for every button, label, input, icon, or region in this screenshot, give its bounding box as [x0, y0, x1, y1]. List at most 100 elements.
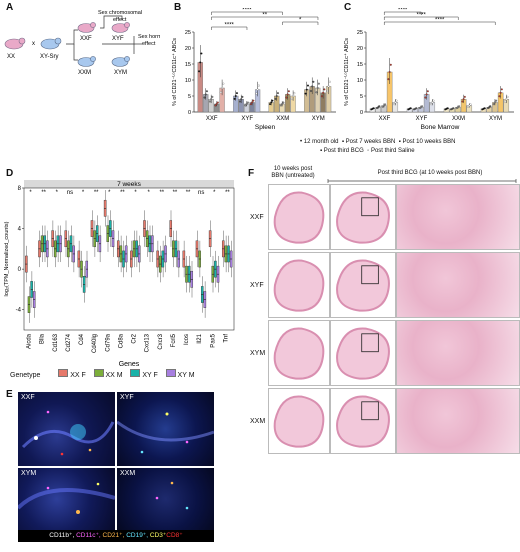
x-axis-label: Spleen [255, 124, 276, 131]
significance-label: ** [94, 190, 99, 196]
y-tick-label: 20 [357, 46, 363, 52]
y-tick-label: 15 [185, 62, 191, 68]
tissue-outline [336, 259, 390, 312]
data-point [394, 101, 397, 104]
data-point [287, 90, 290, 93]
histology-xxf-col2 [330, 184, 396, 250]
label-xxm: XXM [78, 70, 91, 76]
data-point [320, 95, 323, 98]
f-col2-bracket [327, 179, 517, 183]
label-xx: XX [7, 54, 15, 60]
data-point [211, 95, 214, 98]
x-tick-label: XXM [276, 116, 289, 122]
panel-b-bar-chart: 0 5 10 15 20 25 % of CD21⁻ᴸᵒCD11c⁺ ABCs XXF XYF X… [171, 8, 336, 131]
tissue-outline [336, 327, 390, 380]
x-axis-label: Genes [119, 361, 140, 368]
mouse-icon-xym [111, 56, 130, 67]
data-point [317, 82, 320, 85]
histology-xxf-col3 [396, 184, 520, 250]
x-tick-label: Cxcl13 [145, 333, 151, 352]
y-tick-label: 20 [185, 46, 191, 52]
d-legend-title: Genetype [10, 372, 41, 379]
data-point [252, 99, 255, 102]
data-point [216, 101, 219, 104]
label-hormonal-line2: effect [142, 41, 156, 47]
significance-label: * [29, 190, 32, 196]
fluo-label-xym: XYM [21, 470, 37, 477]
data-point [327, 85, 330, 88]
zoom-box [361, 197, 379, 217]
fluo-tile-xyf: XYF [117, 392, 214, 466]
fluo-label-xyf: XYF [120, 394, 134, 401]
data-point [312, 80, 315, 83]
tissue-outline [273, 395, 325, 448]
x-tick-label: Cd79a [105, 333, 111, 351]
data-point [384, 103, 387, 106]
data-point [274, 97, 277, 100]
data-point [235, 92, 238, 95]
data-point [282, 101, 285, 104]
cross-arrows [66, 15, 142, 61]
data-point [214, 104, 217, 107]
data-point [269, 103, 272, 106]
d-legend-item-2: XY F [130, 369, 158, 379]
significance-bracket [211, 16, 319, 20]
fluo-tile-xxm: XXM [117, 468, 214, 530]
panel-d-box-chart: 7 weeks -4 0 4 8 log₂(TPM_Normalized_counts) *… [4, 180, 235, 368]
data-point [200, 52, 203, 55]
panel-d-letter: D [6, 168, 14, 179]
y-tick-label: 25 [357, 30, 363, 36]
data-point [246, 101, 249, 104]
data-point [256, 88, 259, 91]
data-point [208, 100, 211, 103]
panel-e-letter: E [6, 389, 13, 400]
panel-b-letter: B [174, 2, 182, 13]
significance-label: **** [435, 18, 445, 24]
data-point [306, 84, 309, 87]
histology-xxm-col1 [268, 388, 330, 454]
significance-label: * [108, 190, 111, 196]
fluo-speckle-xxm [155, 481, 189, 510]
data-point [452, 107, 455, 110]
x-tick-label: XYF [241, 116, 253, 122]
data-point [463, 95, 466, 98]
histology-xxf-col1 [268, 184, 330, 250]
fluo-label-xxm: XXM [120, 470, 136, 477]
significance-label: ** [120, 190, 125, 196]
label-xyf: XYF [112, 36, 124, 42]
data-point [199, 61, 202, 64]
data-point [240, 98, 243, 101]
x-tick-label: XYM [312, 116, 325, 122]
data-point [315, 91, 318, 94]
data-point [249, 103, 252, 106]
panel-e-image-grid: XXF XYF XYM XXM CD11b⁺, CD11c⁺, CD21⁺, C… [18, 392, 214, 542]
y-tick-label: 0 [18, 267, 22, 273]
fluo-marker-legend: CD11b⁺, CD11c⁺, CD21⁺, CD19⁺, CD3⁺CD8⁺ [18, 530, 214, 542]
data-point [276, 92, 279, 95]
data-point [372, 107, 375, 110]
mouse-icon-xysry [40, 37, 62, 50]
data-point [458, 105, 461, 108]
x-tick-label: XYM [489, 116, 502, 122]
fluo-tile-xxf: XXF [18, 392, 115, 466]
label-xym: XYM [114, 70, 127, 76]
mouse-icon-xyf [111, 22, 130, 33]
x-axis-label: Bone Marrow [421, 124, 460, 131]
x-tick-label: XXF [206, 116, 218, 122]
x-tick-label: XYF [416, 116, 428, 122]
y-tick-label: 25 [185, 30, 191, 36]
histology-xxm-col2 [330, 388, 396, 454]
f-row-label-xym: XYM [250, 350, 266, 357]
significance-label: * [299, 18, 302, 24]
data-point [500, 88, 503, 91]
data-point [468, 104, 471, 107]
x-tick-label: Cd8a [118, 333, 124, 348]
fluo-label-xxf: XXF [21, 394, 35, 401]
tissue-outline [273, 259, 325, 312]
legend-item-2: ▪ Post 10 weeks BBN [398, 139, 456, 145]
x-tick-label: Aicda [27, 333, 33, 349]
histology-xxm-col3 [396, 388, 520, 454]
bc-legend: • 12 month old ▪ Post 7 weeks BBN ▪ Post… [300, 138, 520, 156]
data-point [204, 93, 207, 96]
data-point [221, 86, 224, 89]
